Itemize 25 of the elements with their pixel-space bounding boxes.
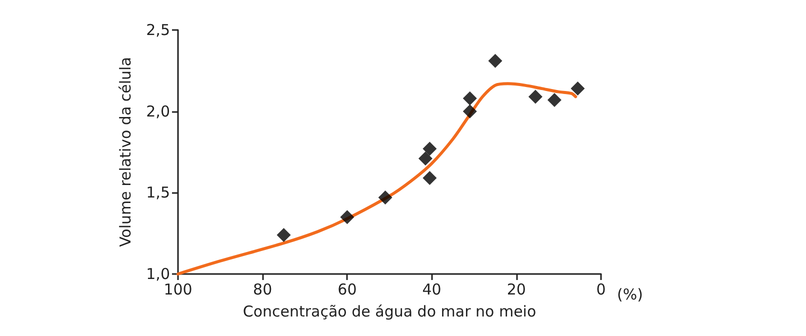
point <box>422 142 437 156</box>
text: (%) <box>617 286 644 304</box>
x-tick-label: 20 <box>506 280 526 298</box>
point <box>422 171 437 186</box>
x-tick-label: 40 <box>422 280 442 298</box>
point <box>570 82 585 96</box>
point <box>488 54 502 68</box>
y-tick-label: 1,5 <box>146 184 170 202</box>
point <box>276 228 291 242</box>
point <box>528 90 542 104</box>
y-axis-title: Volume relativo da célula <box>116 57 134 247</box>
y-tick-label: 1,0 <box>146 265 170 283</box>
y-tick-label: 2,5 <box>146 21 170 39</box>
point <box>462 91 477 106</box>
point <box>340 210 354 224</box>
x-tick-label: 80 <box>253 280 272 298</box>
x-tick-label: 100 <box>164 280 192 298</box>
y-tick-label: 2,0 <box>146 102 170 120</box>
point <box>418 152 432 166</box>
x-tick-label: 0 <box>596 280 606 298</box>
point <box>462 104 477 118</box>
point <box>378 190 392 205</box>
point <box>547 92 562 107</box>
x-tick-label: 60 <box>338 280 357 298</box>
x-axis-title: Concentração de água do mar no meio <box>242 302 536 320</box>
